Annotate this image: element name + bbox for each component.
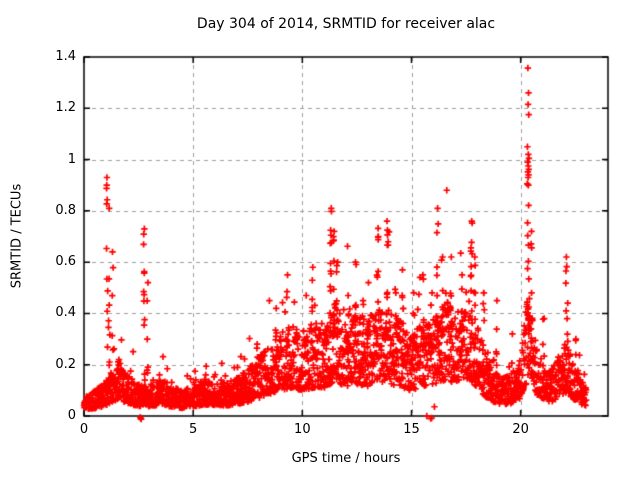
y-tick-label-1.2: 1.2 — [55, 100, 76, 116]
y-tick-label-0: 0 — [67, 408, 76, 423]
x-tick-label-0: 0 — [79, 422, 89, 437]
x-tick-label-20: 20 — [512, 422, 529, 437]
x-tick-label-10: 10 — [294, 422, 311, 437]
y-tick-label-0.2: 0.2 — [55, 356, 76, 372]
x-axis-label: GPS time / hours — [291, 451, 401, 466]
y-tick-label-1.4: 1.4 — [55, 49, 76, 64]
y-tick-label-0.4: 0.4 — [55, 305, 76, 321]
chart-title: Day 304 of 2014, SRMTID for receiver ala… — [196, 16, 496, 32]
y-axis-label: SRMTID / TECUs — [9, 183, 25, 289]
y-tick-label-0.6: 0.6 — [55, 254, 76, 270]
x-tick-label-15: 15 — [403, 422, 420, 437]
x-tick-label-5: 5 — [189, 422, 198, 437]
y-tick-label-0.8: 0.8 — [55, 202, 76, 218]
y-tick-label-1: 1 — [67, 151, 76, 167]
